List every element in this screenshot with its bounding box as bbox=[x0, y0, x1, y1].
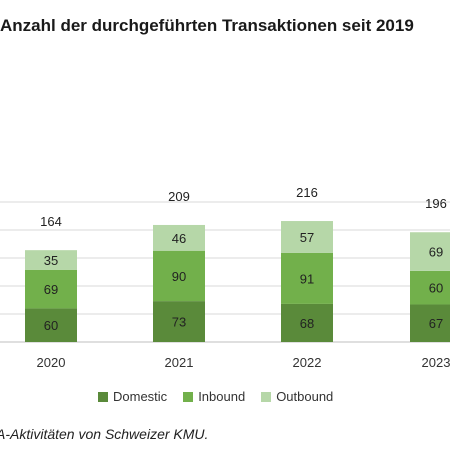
total-label-2020: 164 bbox=[40, 214, 62, 229]
data-label-inbound-2021: 90 bbox=[172, 269, 186, 284]
bar-domestic-2022 bbox=[281, 303, 333, 342]
data-label-inbound-2022: 91 bbox=[300, 271, 314, 286]
legend-item-domestic: Domestic bbox=[98, 389, 167, 404]
bar-domestic-2021 bbox=[153, 301, 205, 342]
x-tick-label-2021: 2021 bbox=[165, 355, 194, 370]
labels: 60 69 35 164 2020 73 90 46 209 2021 68 91 57 216 2022 6… bbox=[37, 185, 450, 370]
chart-title: Anzahl der durchgeführten Transaktionen … bbox=[0, 16, 414, 35]
legend-swatch-domestic bbox=[98, 391, 108, 402]
data-label-outbound-2021: 46 bbox=[172, 231, 186, 246]
x-tick-label-2022: 2022 bbox=[293, 355, 322, 370]
legend-item-outbound: Outbound bbox=[261, 389, 333, 404]
data-label-domestic-2021: 73 bbox=[172, 315, 186, 330]
x-tick-label-2023: 2023 bbox=[422, 355, 450, 370]
bar-inbound-2022 bbox=[281, 252, 333, 304]
bar-outbound-2021 bbox=[153, 224, 205, 251]
gridlines bbox=[0, 201, 450, 343]
bar-outbound-2023 bbox=[410, 232, 450, 271]
legend-swatch-outbound bbox=[261, 391, 272, 402]
legend: Domestic Inbound Outbound bbox=[98, 389, 333, 404]
data-label-outbound-2020: 35 bbox=[44, 253, 58, 268]
bar-inbound-2021 bbox=[153, 250, 205, 302]
legend-label-inbound: Inbound bbox=[198, 389, 246, 404]
bar-domestic-2023 bbox=[410, 304, 450, 342]
data-label-inbound-2020: 69 bbox=[44, 282, 58, 297]
legend-item-inbound: Inbound bbox=[183, 389, 245, 404]
data-label-domestic-2020: 60 bbox=[44, 318, 58, 333]
bar-inbound-2023 bbox=[410, 270, 450, 305]
data-label-outbound-2022: 57 bbox=[300, 230, 314, 245]
bar-inbound-2020 bbox=[25, 269, 77, 309]
legend-label-outbound: Outbound bbox=[276, 389, 334, 404]
total-label-2023: 196 bbox=[425, 196, 447, 211]
caption: A-Aktivitäten von Schweizer KMU. bbox=[0, 426, 209, 442]
total-label-2021: 209 bbox=[168, 189, 190, 204]
bar-outbound-2022 bbox=[281, 221, 333, 253]
data-label-domestic-2023: 67 bbox=[429, 316, 443, 331]
bar-outbound-2020 bbox=[25, 250, 77, 270]
x-tick-label-2020: 2020 bbox=[37, 355, 66, 370]
data-label-inbound-2023: 60 bbox=[429, 281, 443, 296]
data-label-domestic-2022: 68 bbox=[300, 316, 314, 331]
bars bbox=[25, 221, 450, 342]
total-label-2022: 216 bbox=[296, 185, 318, 200]
legend-swatch-inbound bbox=[183, 391, 194, 402]
legend-label-domestic: Domestic bbox=[113, 389, 168, 404]
bar-domestic-2020 bbox=[25, 308, 77, 342]
data-label-outbound-2023: 69 bbox=[429, 245, 443, 260]
